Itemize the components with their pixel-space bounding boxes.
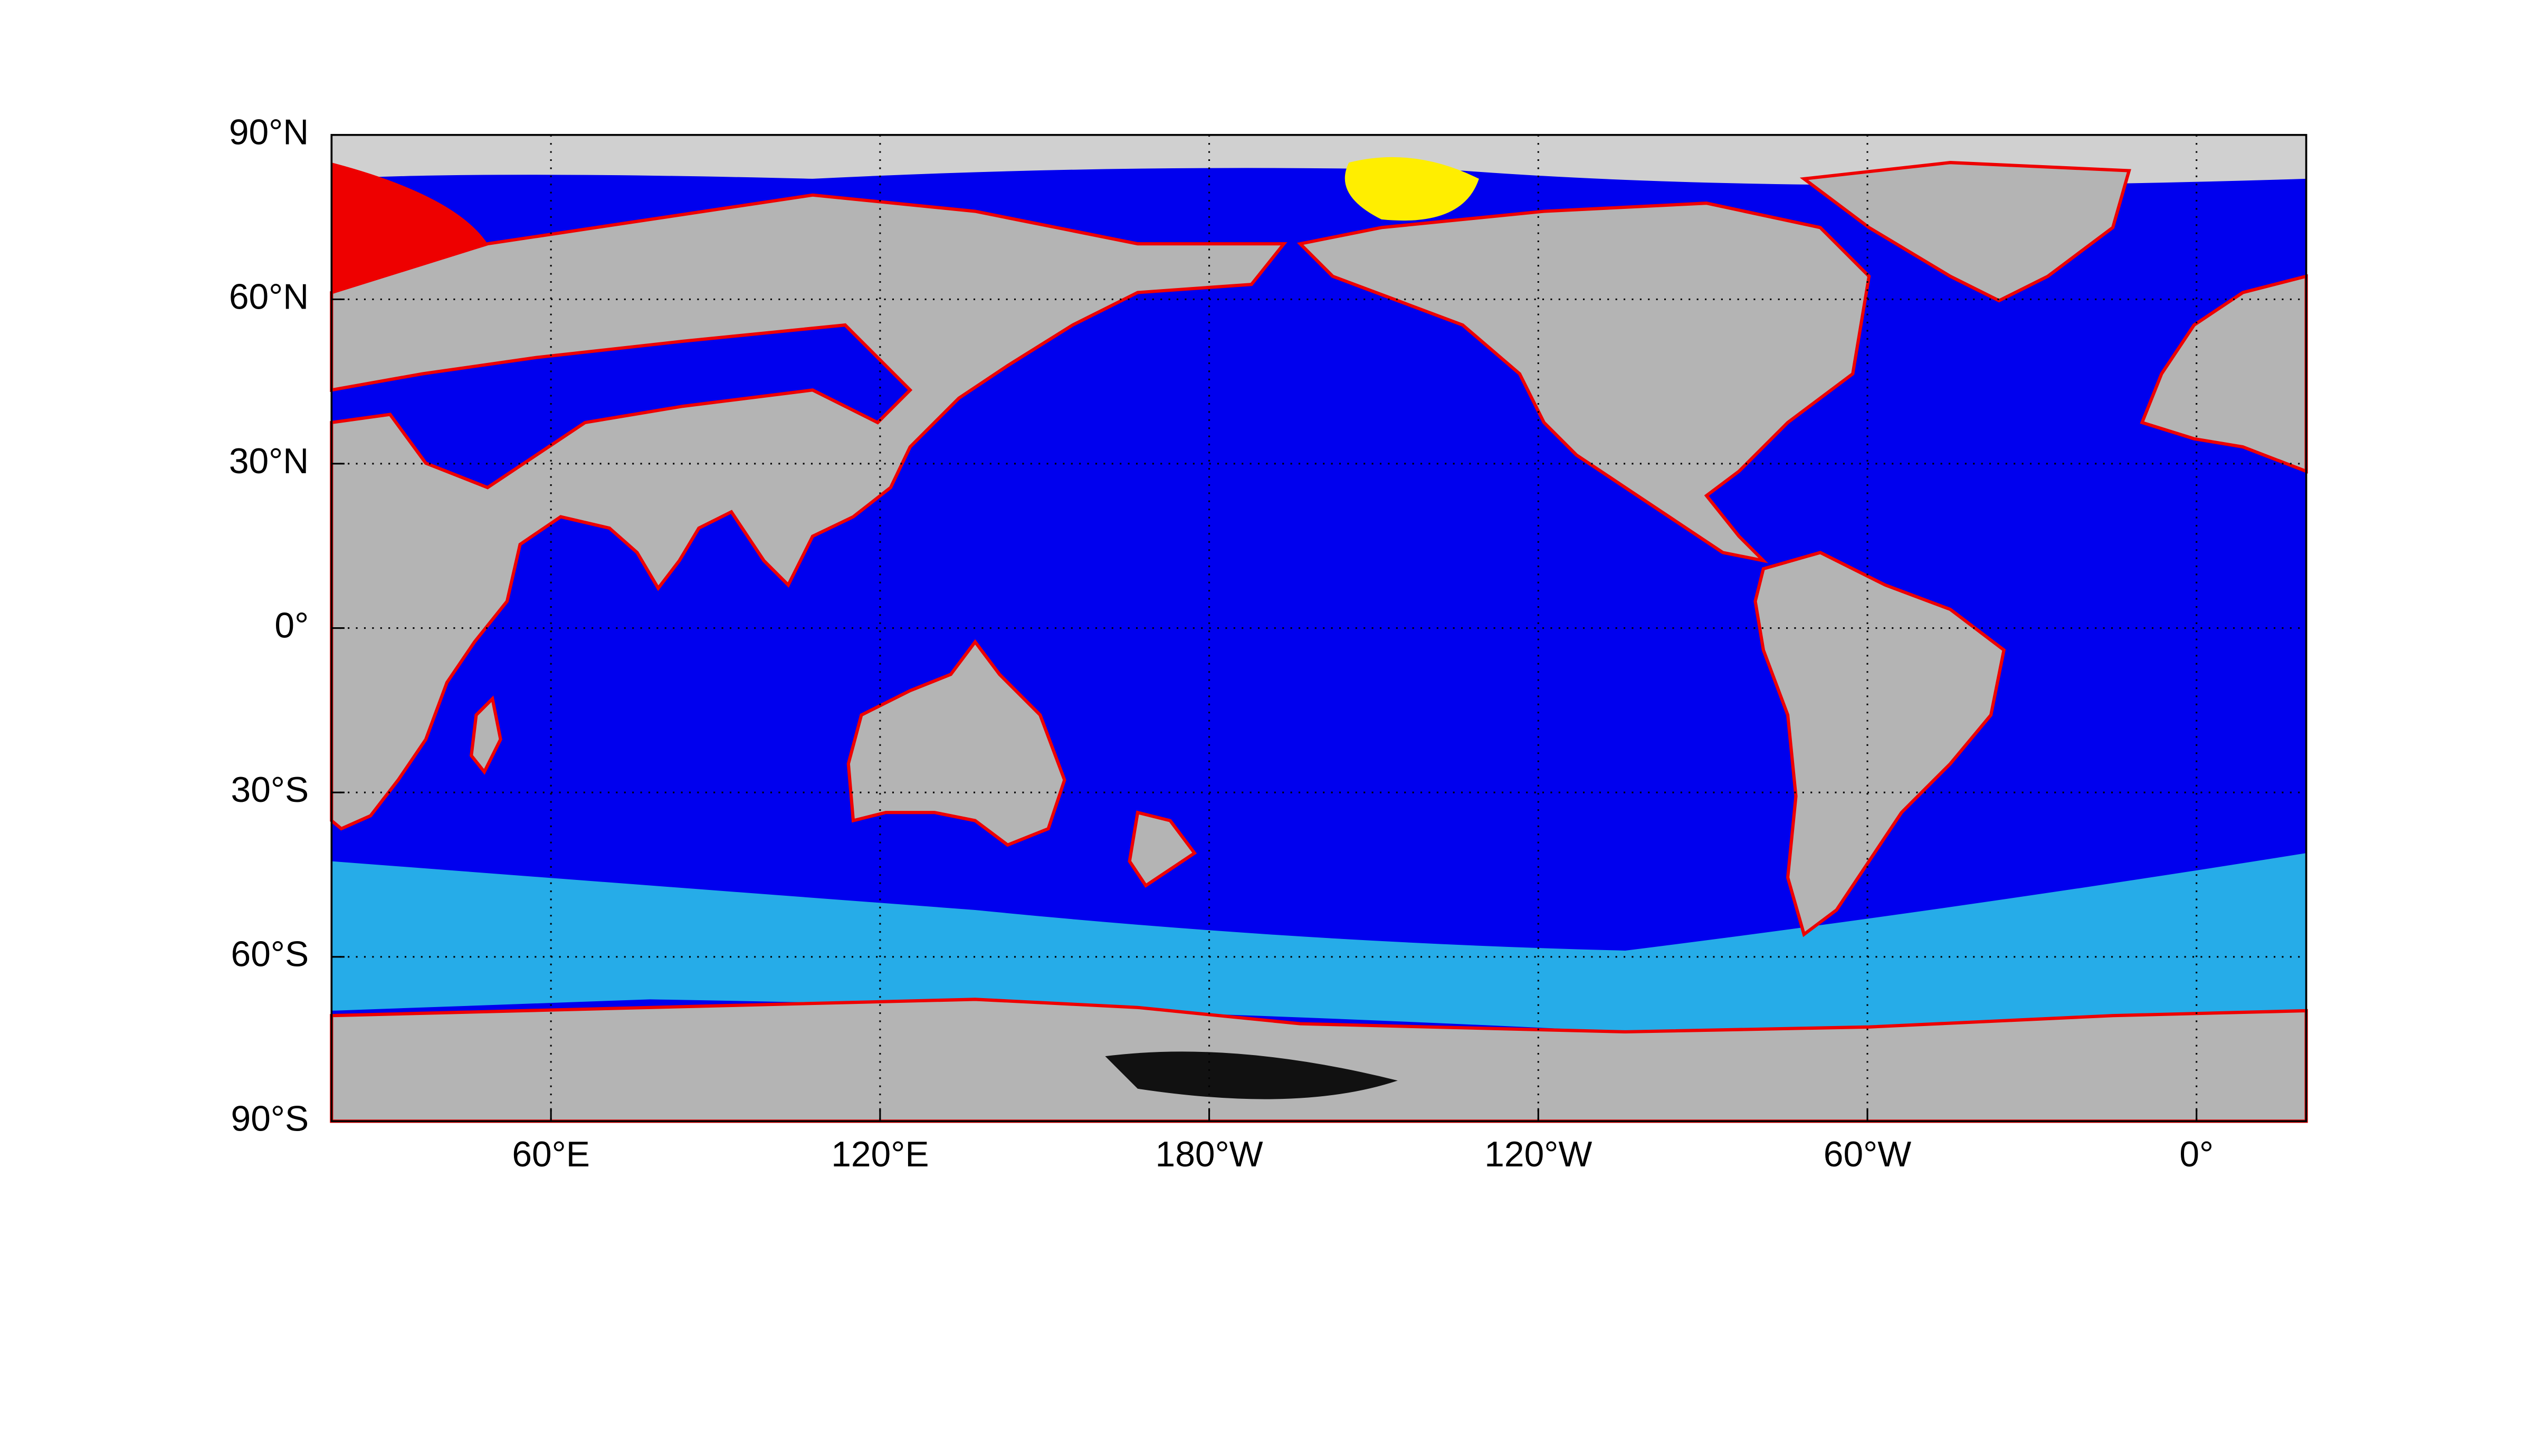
southern-ocean-tracks xyxy=(331,853,2306,1034)
south-america xyxy=(1753,551,2006,937)
grid xyxy=(331,134,2306,1122)
y-tick-label: 0° xyxy=(274,606,309,645)
madagascar xyxy=(470,695,502,775)
x-tick-label: 0° xyxy=(2179,1135,2214,1174)
x-tick-label: 180°W xyxy=(1156,1135,1263,1174)
y-tick-label: 90°S xyxy=(231,1099,309,1138)
arctic-yellow xyxy=(1344,157,1479,221)
north-america xyxy=(1296,202,1871,563)
y-tick-label: 60°S xyxy=(231,935,309,974)
ice-shelf xyxy=(1105,1051,1398,1099)
australia xyxy=(846,639,1066,847)
y-tick-label: 60°N xyxy=(229,277,309,317)
arctic-ice xyxy=(331,135,2306,186)
x-tick-label: 60°E xyxy=(512,1135,590,1174)
y-tick-label: 30°N xyxy=(229,442,309,481)
x-tick-label: 60°W xyxy=(1824,1135,1911,1174)
afro-eurasia xyxy=(330,193,1287,831)
greenland xyxy=(1799,161,2131,303)
new-zealand xyxy=(1128,810,1197,888)
x-tick-label: 120°W xyxy=(1484,1135,1592,1174)
x-tick-label: 120°E xyxy=(831,1135,929,1174)
y-tick-label: 30°S xyxy=(231,770,309,810)
y-tick-label: 90°N xyxy=(229,113,309,152)
